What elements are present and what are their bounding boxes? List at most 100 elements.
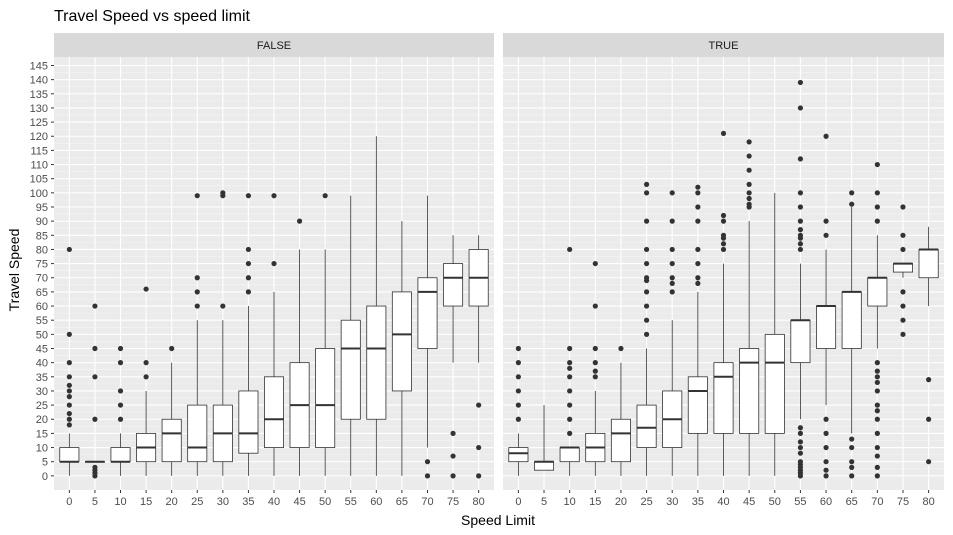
outlier-point [746, 195, 752, 202]
facet-strip-label: TRUE [709, 40, 739, 52]
x-tick-label: 80 [922, 496, 934, 508]
outlier-point [143, 374, 149, 380]
outlier-point [874, 379, 880, 386]
box-65 [391, 221, 412, 476]
box-10 [559, 246, 580, 476]
box-body [264, 376, 284, 448]
facet-panel-true: TRUE 0 5 10 15 20 25 30 35 40 45 50 55 60 65 70 75 80 [503, 33, 944, 508]
box-80 [468, 235, 489, 479]
outlier-point [849, 201, 855, 207]
x-tick-label: 15 [589, 496, 601, 508]
box-25 [187, 193, 208, 476]
outlier-point [669, 260, 675, 267]
box-50 [764, 192, 785, 476]
outlier-point [194, 289, 200, 295]
outlier-point [117, 345, 124, 352]
outlier-point [567, 246, 573, 253]
y-tick-label: 10 [36, 443, 48, 455]
box-20 [161, 345, 182, 476]
outlier-point [66, 402, 72, 408]
outlier-point [900, 232, 906, 238]
y-tick-label: 25 [36, 400, 48, 412]
outlier-point [849, 473, 855, 479]
outlier-point [245, 260, 252, 267]
chart-title: Travel Speed vs speed limit [54, 8, 250, 25]
outlier-point [874, 473, 880, 479]
outlier-point [797, 156, 804, 162]
x-tick-label: 5 [541, 496, 547, 508]
outlier-point [592, 360, 598, 366]
outlier-point [874, 444, 880, 451]
y-tick-label: 0 [42, 471, 48, 483]
box-body [340, 319, 361, 420]
outlier-point [245, 275, 252, 281]
x-tick-label: 0 [66, 496, 72, 508]
outlier-point [66, 331, 72, 337]
x-tick-label: 35 [242, 496, 254, 508]
box-5 [84, 303, 105, 479]
outlier-point [900, 303, 906, 309]
box-0 [508, 345, 529, 476]
outlier-point [92, 345, 98, 352]
x-tick-label: 70 [421, 496, 433, 508]
outlier-point [823, 459, 829, 465]
x-tick-label: 55 [794, 496, 806, 508]
outlier-point [874, 402, 880, 408]
outlier-point [797, 459, 804, 465]
box-body [161, 418, 182, 463]
x-tick-label: 10 [564, 496, 576, 508]
box-body [790, 319, 811, 364]
outlier-point [874, 161, 880, 168]
x-tick-label: 10 [114, 496, 126, 508]
outlier-point [66, 246, 72, 253]
box-body [391, 291, 412, 392]
outlier-point [592, 260, 598, 267]
box-30 [212, 190, 233, 476]
outlier-point [669, 275, 675, 281]
facet-strip [503, 33, 944, 57]
outlier-point [567, 345, 573, 352]
outlier-point [322, 193, 328, 199]
outlier-point [424, 459, 431, 465]
outlier-point [695, 260, 701, 267]
outlier-point [874, 408, 880, 414]
box-body [417, 277, 438, 349]
outlier-point [643, 246, 650, 253]
outlier-point [874, 388, 880, 394]
box-body [315, 348, 336, 448]
outlier-point [797, 444, 804, 451]
outlier-point [92, 303, 98, 309]
outlier-point [797, 439, 804, 445]
outlier-point [592, 345, 598, 352]
y-tick-label: 30 [36, 386, 48, 398]
box-body [534, 461, 555, 471]
outlier-point [926, 459, 932, 465]
box-body [892, 263, 913, 273]
box-body [110, 447, 131, 463]
box-70 [867, 161, 888, 479]
x-tick-label: 70 [871, 496, 883, 508]
box-body [841, 291, 862, 349]
outlier-point [476, 402, 482, 408]
y-tick-label: 80 [36, 244, 48, 256]
x-tick-label: 50 [319, 496, 331, 508]
box-body [739, 348, 760, 434]
outlier-point [643, 275, 650, 281]
outlier-point [66, 410, 72, 417]
box-body [366, 305, 387, 420]
x-tick-label: 80 [473, 496, 485, 508]
outlier-point [643, 181, 650, 187]
box-body [636, 404, 657, 448]
x-tick-label: 0 [515, 496, 521, 508]
box-body [59, 447, 80, 463]
outlier-point [797, 79, 804, 86]
outlier-point [143, 286, 149, 292]
box-body [918, 249, 939, 279]
x-tick-label: 45 [293, 496, 305, 508]
box-10 [110, 345, 131, 476]
y-tick-label: 85 [36, 230, 48, 242]
outlier-point [746, 181, 752, 187]
outlier-point [900, 317, 906, 323]
